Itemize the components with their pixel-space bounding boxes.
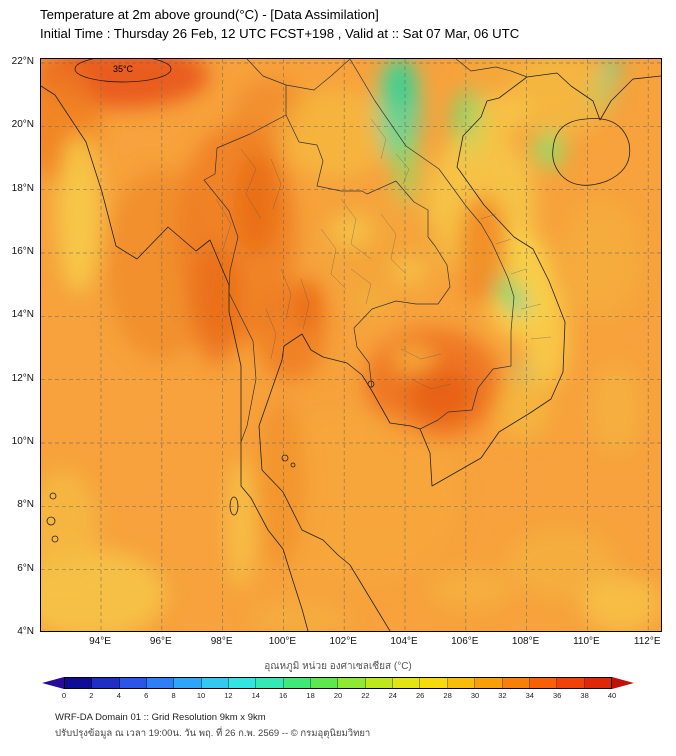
lat-tick-label: 6°N <box>17 562 34 574</box>
colorbar-tick-label: 14 <box>251 691 260 700</box>
colorbar-label: อุณหภูมิ หน่วย องศาเซลเซียส (°C) <box>264 661 412 672</box>
colorbar-tick-label: 10 <box>196 691 206 700</box>
lat-tick-label: 10°N <box>11 436 34 447</box>
colorbar-tick-label: 0 <box>61 691 67 700</box>
colorbar-cell <box>256 678 284 688</box>
lat-tick-label: 16°N <box>11 246 34 257</box>
colorbar-cell <box>174 678 202 688</box>
colorbar-tick-label: 36 <box>553 691 562 700</box>
colorbar-cell <box>338 678 366 688</box>
lat-tick-label: 14°N <box>11 309 34 321</box>
colorbar-tick-label: 16 <box>279 691 288 700</box>
colorbar-tick-label: 28 <box>443 691 452 700</box>
lon-tick-label: 96°E <box>149 636 172 647</box>
colorbar-cell <box>475 678 503 688</box>
footer: WRF-DA Domain 01 :: Grid Resolution 9km … <box>55 710 370 741</box>
country-borders <box>41 72 661 631</box>
contour-label-35c: 35°C <box>113 64 134 74</box>
province-borders <box>215 118 552 390</box>
colorbar-cell <box>283 678 312 688</box>
grid-lines <box>41 59 661 631</box>
lat-tick-label: 8°N <box>17 499 34 511</box>
colorbar-tick-label: 6 <box>144 691 149 700</box>
colorbar-tick-label: 2 <box>89 691 94 700</box>
colorbar-cell <box>119 678 148 688</box>
title-line1: Temperature at 2m above ground(°C) - [Da… <box>40 7 379 22</box>
lon-tick-label: 98°E <box>210 636 233 647</box>
colorbar-tick-label: 34 <box>525 691 534 700</box>
colorbar-cell <box>65 678 93 688</box>
lat-tick-label: 20°N <box>11 119 34 131</box>
colorbar-tick-label: 22 <box>361 691 370 700</box>
lat-tick-label: 18°N <box>11 182 34 194</box>
colorbar-tick-label: 40 <box>607 691 617 700</box>
colorbar-tick-label: 24 <box>388 691 397 700</box>
colorbar-cell <box>229 678 257 688</box>
lon-tick-label: 110°E <box>573 636 600 647</box>
lon-tick-label: 100°E <box>268 636 297 647</box>
lon-tick-label: 112°E <box>633 636 661 647</box>
colorbar-cells <box>64 677 612 689</box>
footer-line2: ปรับปรุงข้อมูล ณ เวลา 19:00น. วัน พฤ. ที… <box>55 727 371 739</box>
title-line2: Initial Time : Thursday 26 Feb, 12 UTC F… <box>40 26 520 41</box>
colorbar-tick-label: 30 <box>470 691 480 700</box>
colorbar-right-arrow <box>612 677 634 689</box>
lon-tick-label: 102°E <box>329 636 357 647</box>
colorbar-cell <box>557 678 585 688</box>
lon-tick-label: 108°E <box>511 636 540 647</box>
colorbar-tick-label: 20 <box>333 691 343 700</box>
colorbar-cell <box>447 678 476 688</box>
colorbar-cell <box>311 678 339 688</box>
colorbar-cell <box>147 678 175 688</box>
temperature-field <box>41 59 661 631</box>
colorbar-tick-label: 26 <box>416 691 425 700</box>
colorbar-cell <box>201 678 230 688</box>
colorbar-ticks: 0 2 4 6 8 10 12 14 16 18 20 22 24 26 28 30 32 34 36 38 40 <box>61 691 616 701</box>
colorbar-cell <box>420 678 448 688</box>
colorbar-tick-label: 32 <box>498 691 507 700</box>
map-frame: 35°C <box>40 58 662 632</box>
lat-tick-label: 4°N <box>17 626 34 637</box>
colorbar-tick-label: 38 <box>580 691 589 700</box>
lat-axis: 22°N 20°N 18°N 16°N 14°N 12°N 10°N 8°N 6°N 4°N <box>0 0 37 756</box>
colorbar-cell <box>584 678 611 688</box>
colorbar-tick-label: 8 <box>171 691 176 700</box>
colorbar-cell <box>92 678 120 688</box>
colorbar-cell <box>502 678 530 688</box>
lon-tick-label: 94°E <box>89 636 111 647</box>
colorbar-cell <box>529 678 558 688</box>
colorbar-cell <box>393 678 421 688</box>
footer-line1: WRF-DA Domain 01 :: Grid Resolution 9km … <box>55 712 266 723</box>
lat-tick-label: 12°N <box>11 372 34 384</box>
lon-tick-label: 104°E <box>390 636 418 647</box>
inland-borders <box>203 59 528 443</box>
colorbar-cell <box>365 678 394 688</box>
colorbar-tick-label: 12 <box>224 691 233 700</box>
title-block: Temperature at 2m above ground(°C) - [Da… <box>40 5 519 43</box>
map-canvas: 35°C <box>41 59 661 631</box>
lat-tick-label: 22°N <box>11 56 34 67</box>
colorbar-tick-label: 18 <box>306 691 315 700</box>
colorbar-tick-label: 4 <box>116 691 121 700</box>
contour-annotation: 35°C <box>74 59 172 83</box>
lon-tick-label: 106°E <box>451 636 479 647</box>
colorbar-left-arrow <box>42 677 64 689</box>
